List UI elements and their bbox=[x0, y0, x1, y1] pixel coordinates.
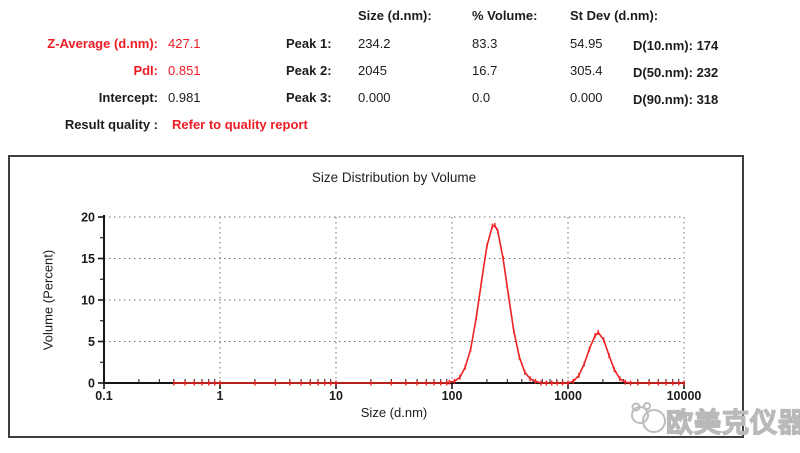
svg-text:100: 100 bbox=[442, 389, 463, 403]
col-header-stdev: St Dev (d.nm): bbox=[570, 8, 659, 23]
svg-text:5: 5 bbox=[88, 335, 95, 349]
z-average-label: Z-Average (d.nm): bbox=[47, 36, 158, 51]
watermark-logo-icon bbox=[631, 402, 666, 433]
pdi-label: PdI: bbox=[133, 63, 158, 78]
peak3-stdev: 0.000 bbox=[570, 90, 603, 105]
intercept-label: Intercept: bbox=[98, 90, 158, 105]
d10-value: D(10.nm): 174 bbox=[633, 38, 719, 53]
peak2-size: 2045 bbox=[358, 63, 387, 78]
svg-text:1: 1 bbox=[217, 389, 224, 403]
chart-frame: Size Distribution by Volume 0 5 10 15 20 0.1 1… bbox=[8, 155, 744, 438]
peak1-volume: 83.3 bbox=[472, 36, 498, 51]
pdi-value: 0.851 bbox=[168, 63, 201, 78]
col-header-volume: % Volume: bbox=[472, 8, 538, 23]
peak3-size: 0.000 bbox=[358, 90, 391, 105]
peak2-volume: 16.7 bbox=[472, 63, 498, 78]
svg-text:10: 10 bbox=[81, 294, 95, 308]
peak1-size: 234.2 bbox=[358, 36, 391, 51]
d90-value: D(90.nm): 318 bbox=[633, 92, 719, 107]
chart-title: Size Distribution by Volume bbox=[311, 170, 477, 185]
svg-text:1000: 1000 bbox=[554, 389, 582, 403]
peak1-stdev: 54.95 bbox=[570, 36, 603, 51]
result-quality-value: Refer to quality report bbox=[172, 117, 308, 132]
col-header-size: Size (d.nm): bbox=[358, 8, 432, 23]
svg-text:10000: 10000 bbox=[667, 389, 702, 403]
svg-text:0: 0 bbox=[88, 377, 95, 391]
svg-text:10: 10 bbox=[329, 389, 343, 403]
watermark-text: 欧美克仪器 bbox=[665, 407, 800, 438]
watermark: 欧美克仪器 bbox=[600, 390, 800, 442]
size-distribution-chart: 0 5 10 15 20 0.1 1 10 100 1000 10000 bbox=[81, 211, 702, 404]
peak2-stdev: 305.4 bbox=[570, 63, 603, 78]
x-axis-label: Size (d.nm) bbox=[360, 405, 428, 420]
z-average-value: 427.1 bbox=[168, 36, 201, 51]
svg-text:0.1: 0.1 bbox=[95, 389, 112, 403]
result-quality-label: Result quality : bbox=[64, 117, 158, 132]
svg-text:15: 15 bbox=[81, 252, 95, 266]
peak3-label: Peak 3: bbox=[286, 90, 332, 105]
peak3-volume: 0.0 bbox=[472, 90, 491, 105]
svg-text:20: 20 bbox=[81, 211, 95, 225]
peak1-label: Peak 1: bbox=[286, 36, 332, 51]
peak2-label: Peak 2: bbox=[286, 63, 332, 78]
y-axis-label: Volume (Percent) bbox=[40, 249, 56, 351]
d50-value: D(50.nm): 232 bbox=[633, 65, 719, 80]
intercept-value: 0.981 bbox=[168, 90, 201, 105]
